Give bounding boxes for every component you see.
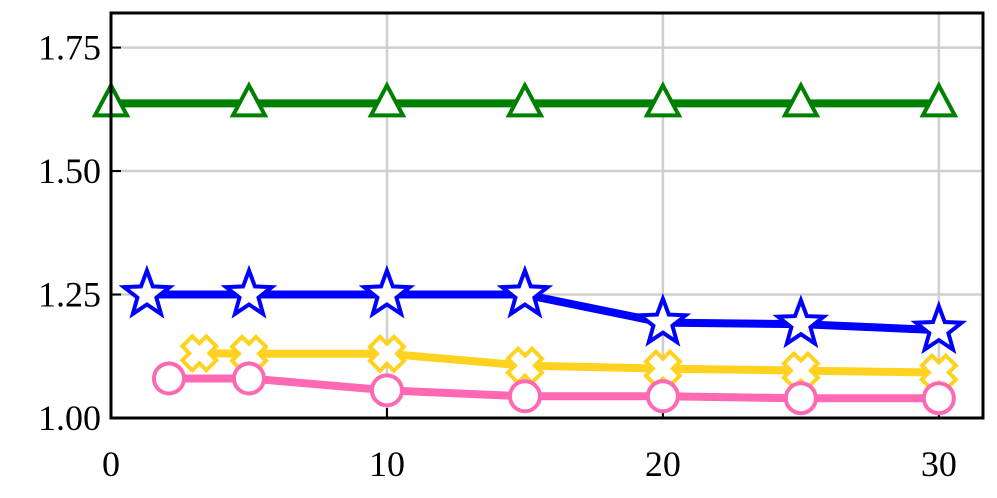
marker (910, 300, 968, 355)
x-tick-label: 20 (645, 444, 681, 484)
x-tick-label: 10 (369, 444, 405, 484)
marker (179, 333, 220, 374)
y-tick-label: 1.25 (38, 275, 101, 315)
y-tick-label: 1.50 (38, 151, 101, 191)
x-tick-label: 0 (102, 444, 120, 484)
marker (220, 264, 278, 319)
marker (921, 381, 956, 416)
marker (369, 373, 404, 408)
series-line (146, 290, 940, 335)
marker (505, 345, 545, 386)
marker (645, 379, 680, 414)
marker (507, 379, 542, 414)
marker (505, 81, 545, 118)
marker (772, 294, 830, 349)
marker (231, 361, 266, 396)
marker (781, 81, 821, 118)
marker (367, 333, 407, 374)
marker (783, 381, 818, 416)
marker (643, 81, 683, 118)
series-line (168, 374, 939, 403)
x-tick-label: 30 (921, 444, 957, 484)
marker (634, 292, 692, 347)
y-tick-label: 1.75 (38, 28, 101, 68)
marker (151, 361, 186, 396)
marker (229, 81, 269, 118)
marker (118, 264, 176, 319)
marker (367, 81, 407, 118)
marker (496, 264, 554, 319)
y-tick-label: 1.00 (38, 398, 101, 438)
series-line (199, 349, 939, 377)
marker (358, 264, 416, 319)
plot-frame (109, 11, 985, 420)
marker (919, 81, 959, 118)
